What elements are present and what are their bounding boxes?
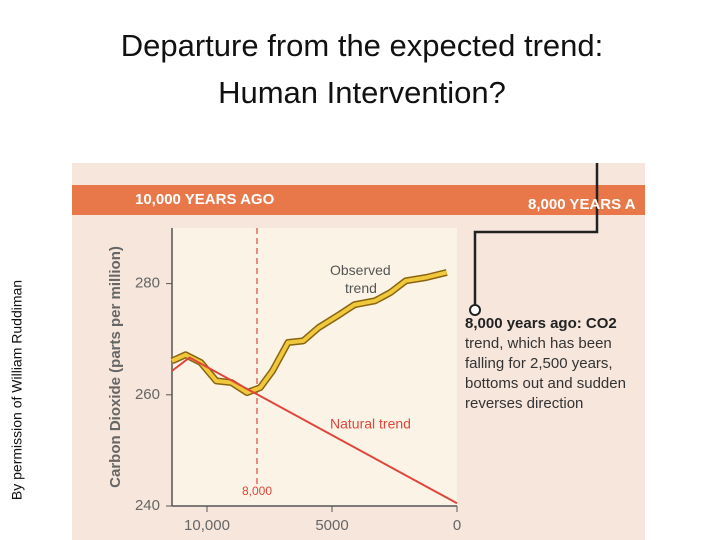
- series-line: [171, 270, 448, 395]
- credit: By permission of William Ruddiman: [9, 280, 25, 500]
- series-label: Observed trend: [330, 262, 391, 296]
- header-band: [72, 185, 645, 215]
- plot-area: [172, 228, 457, 506]
- note-line: reverses direction: [465, 395, 583, 412]
- x-tick-label: 0: [453, 517, 461, 534]
- slide-title-line: Human Intervention?: [218, 75, 506, 110]
- y-tick-label: 280: [135, 275, 160, 292]
- note-line: bottoms out and sudden: [465, 375, 626, 392]
- series-line: [171, 356, 458, 505]
- x-tick-label: 5000: [315, 517, 348, 534]
- note-line: falling for 2,500 years,: [465, 355, 613, 372]
- callout-dot: [469, 304, 481, 316]
- chart-image: [72, 163, 645, 540]
- callout-line: [473, 163, 599, 305]
- note-line: trend, which has been: [465, 335, 612, 352]
- band-label: 8,000 YEARS A: [528, 196, 636, 213]
- slide-title-line: Departure from the expected trend:: [121, 28, 603, 63]
- note-line: 8,000 years ago: CO2: [465, 315, 617, 332]
- y-tick-label: 260: [135, 386, 160, 403]
- series-label-line: Observed: [330, 262, 391, 278]
- y-tick-label: 240: [135, 497, 160, 514]
- band-label: 10,000 YEARS AGO: [135, 191, 275, 208]
- series-label: Natural trend: [330, 416, 411, 432]
- marker-label: 8,000: [242, 484, 272, 498]
- x-tick-label: 10,000: [184, 517, 230, 534]
- y-axis-label: Carbon Dioxide (parts per million): [107, 246, 124, 488]
- series-label-line: trend: [345, 280, 377, 296]
